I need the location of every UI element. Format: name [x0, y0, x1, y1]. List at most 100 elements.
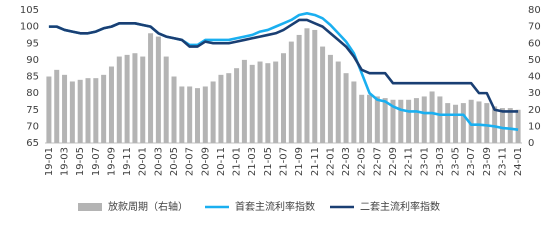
bar: [499, 108, 505, 143]
bar: [226, 73, 232, 143]
y2-tick-label: 20: [528, 105, 541, 116]
bar: [249, 64, 255, 143]
bar: [85, 78, 91, 143]
x-tick-label: 21-01: [232, 147, 243, 176]
y2-tick-label: 60: [528, 38, 541, 49]
x-tick-label: 20-03: [153, 147, 164, 176]
bar: [218, 74, 224, 143]
y2-tick-label: 50: [528, 55, 541, 66]
bar: [241, 59, 247, 143]
legend-swatch: [78, 203, 102, 211]
y-tick-label: 85: [26, 72, 39, 83]
bar: [202, 86, 208, 143]
bar: [155, 36, 161, 143]
y2-tick-label: 0: [528, 138, 534, 149]
bar: [335, 61, 341, 143]
bar: [132, 53, 138, 143]
bar: [288, 41, 294, 143]
bar: [101, 74, 107, 143]
x-tick-label: 19-07: [91, 147, 102, 176]
bar: [179, 86, 185, 143]
bar: [374, 96, 380, 143]
bar: [108, 66, 114, 143]
bar: [367, 94, 373, 143]
x-tick-label: 23-11: [497, 147, 508, 176]
legend-label: 放款周期（右轴）: [108, 200, 188, 213]
x-tick-label: 21-05: [263, 147, 274, 176]
x-tick-label: 20-11: [216, 147, 227, 176]
bar: [492, 106, 498, 143]
x-tick-label: 20-01: [138, 147, 149, 176]
x-tick-label: 20-05: [169, 147, 180, 176]
x-tick-label: 19-11: [122, 147, 133, 176]
x-tick-label: 20-07: [185, 147, 196, 176]
bar: [163, 56, 169, 143]
y-tick-label: 70: [26, 121, 39, 132]
x-tick-label: 19-05: [75, 147, 86, 176]
bar: [351, 81, 357, 143]
bar: [320, 46, 326, 144]
x-tick-label: 19-09: [106, 147, 117, 176]
bar: [406, 99, 412, 143]
bar: [398, 99, 404, 143]
bar: [327, 54, 333, 144]
x-tick-label: 22-03: [341, 147, 352, 176]
bar: [515, 109, 521, 143]
y-tick-label: 75: [26, 105, 39, 116]
bar: [421, 96, 427, 143]
y-tick-label: 80: [26, 88, 39, 99]
legend-label: 二套主流利率指数: [360, 200, 440, 213]
x-tick-label: 19-01: [44, 147, 55, 176]
bar: [437, 96, 443, 143]
bar: [359, 94, 365, 143]
x-tick-label: 21-11: [310, 147, 321, 176]
x-tick-label: 22-05: [357, 147, 368, 176]
x-tick-label: 21-07: [279, 147, 290, 176]
bar: [265, 63, 271, 144]
y-tick-label: 95: [26, 38, 39, 49]
bar: [62, 74, 68, 143]
x-tick-label: 23-03: [435, 147, 446, 176]
bar: [69, 81, 75, 143]
x-tick-label: 23-01: [419, 147, 430, 176]
bar: [312, 29, 318, 144]
bar: [468, 99, 474, 143]
x-tick-label: 22-01: [325, 147, 336, 176]
bar: [382, 98, 388, 143]
y2-tick-label: 40: [528, 72, 541, 83]
bar: [296, 34, 302, 143]
y-tick-label: 65: [26, 138, 39, 149]
x-tick-label: 23-05: [451, 147, 462, 176]
bar: [445, 103, 451, 143]
bar: [273, 61, 279, 143]
bar: [124, 54, 130, 144]
bar: [77, 79, 83, 143]
x-tick-label: 22-11: [404, 147, 415, 176]
x-tick-label: 22-09: [388, 147, 399, 176]
y2-tick-label: 80: [528, 5, 541, 16]
bar: [413, 98, 419, 143]
x-tick-label: 21-03: [247, 147, 258, 176]
y2-tick-label: 70: [528, 22, 541, 33]
y-tick-label: 100: [20, 22, 39, 33]
chart: 65 70 75 80 85 90 95 100 105 0 10 20 30 40 50 60 70 80 19-…: [20, 5, 541, 213]
bar: [54, 69, 60, 143]
bar: [140, 56, 146, 143]
bar: [280, 53, 287, 143]
bar: [507, 108, 513, 143]
bar: [304, 28, 310, 144]
bar: [257, 61, 263, 143]
bar: [234, 68, 240, 143]
legend-label: 首套主流利率指数: [235, 200, 315, 213]
bar: [210, 81, 216, 143]
page: 65 70 75 80 85 90 95 100 105 0 10 20 30 40 50 60 70 80 19-…: [19, 5, 541, 213]
y-tick-label: 105: [20, 5, 39, 16]
bar: [484, 103, 490, 143]
y2-tick-label: 10: [528, 121, 541, 132]
x-tick-label: 19-03: [60, 147, 71, 176]
bar: [390, 99, 396, 143]
bar: [116, 56, 122, 143]
bar: [429, 91, 435, 143]
x-tick-label: 24-01: [513, 147, 524, 176]
y2-tick-label: 30: [528, 88, 541, 99]
